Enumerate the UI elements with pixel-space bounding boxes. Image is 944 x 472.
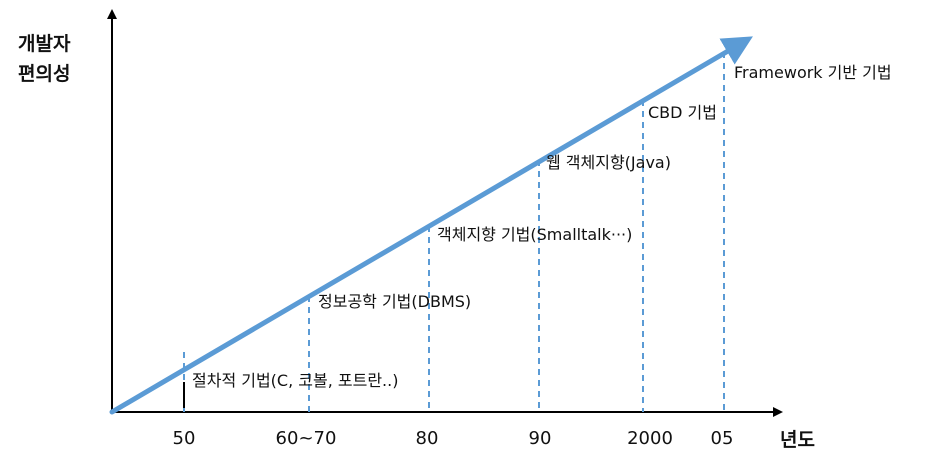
stage-label-object-oriented: 객체지향 기법(Smalltalk···) bbox=[437, 225, 632, 244]
y-axis-title-line1: 개발자 bbox=[18, 33, 71, 55]
x-tick-50: 50 bbox=[173, 428, 196, 449]
x-tick-80: 80 bbox=[416, 428, 439, 449]
y-axis-title-line2: 편의성 bbox=[18, 63, 70, 85]
stage-label-framework: Framework 기반 기법 bbox=[734, 63, 892, 82]
x-axis-title: 년도 bbox=[780, 429, 815, 451]
x-tick-2000: 2000 bbox=[627, 428, 673, 449]
stage-label-cbd: CBD 기법 bbox=[648, 103, 717, 122]
stage-label-procedural: 절차적 기법(C, 코볼, 포트란..) bbox=[192, 371, 398, 390]
stage-label-information-engineering: 정보공학 기법(DBMS) bbox=[318, 292, 471, 311]
x-tick-05: 05 bbox=[711, 428, 734, 449]
x-tick-60-70: 60~70 bbox=[276, 428, 337, 449]
stage-label-web-object-oriented: 웹 객체지향(Java) bbox=[546, 153, 671, 172]
trend-arrow bbox=[109, 36, 753, 415]
x-tick-90: 90 bbox=[529, 428, 552, 449]
